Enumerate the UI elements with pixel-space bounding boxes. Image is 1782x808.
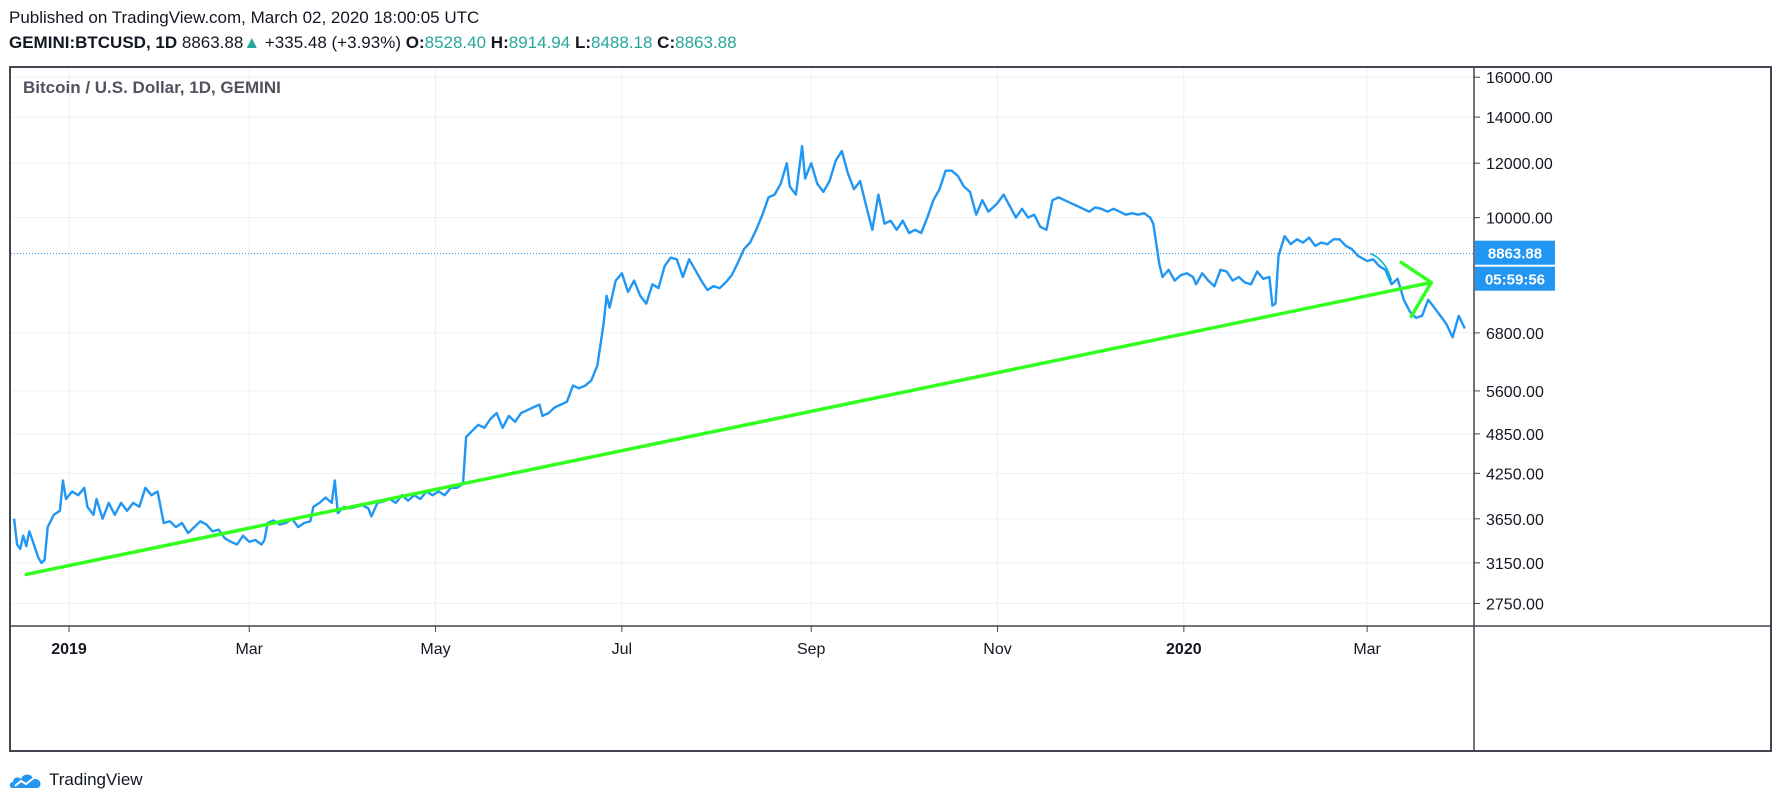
trend-arrowhead	[1399, 260, 1433, 319]
price-series	[11, 145, 1474, 565]
axes	[11, 68, 1770, 750]
low-value: 8488.18	[590, 33, 653, 52]
last-price-badge-label: 8863.88	[1488, 246, 1542, 263]
ohlc-header: GEMINI:BTCUSD, 1D 8863.88▲ +335.48 (+3.9…	[9, 33, 737, 53]
y-tick-label: 16000.00	[1486, 70, 1553, 87]
x-tick-label: Nov	[983, 641, 1011, 658]
projection-curve	[1369, 252, 1393, 281]
price-line	[12, 145, 1466, 565]
countdown-badge	[1475, 266, 1555, 291]
tradingview-brand[interactable]: TradingView	[9, 770, 143, 790]
close-value: 8863.88	[675, 33, 737, 52]
x-tick-label: Mar	[1353, 641, 1381, 658]
published-caption: Published on TradingView.com, March 02, …	[9, 8, 480, 27]
x-tick-label: Jul	[612, 641, 632, 658]
last-price: 8863.88	[181, 33, 244, 52]
open-value: 8528.40	[424, 33, 487, 52]
x-axis-labels: 2019 Mar May Jul Sep Nov 2020 Mar	[51, 641, 1381, 658]
y-tick-label: 5600.00	[1486, 384, 1544, 401]
x-tick-label: May	[420, 641, 450, 658]
close-label: C:	[657, 33, 676, 52]
y-tick-label: 3150.00	[1486, 556, 1544, 573]
price-chart[interactable]: 16000.00 14000.00 12000.00 10000.00 6800.00 5…	[11, 68, 1770, 750]
x-tick-label: Sep	[797, 641, 826, 658]
up-triangle-icon: ▲	[243, 33, 261, 52]
y-tick-label: 4250.00	[1486, 466, 1544, 483]
x-tick-label: 2020	[1166, 641, 1202, 658]
symbol-label[interactable]: GEMINI:BTCUSD, 1D	[9, 33, 178, 52]
y-axis-labels: 16000.00 14000.00 12000.00 10000.00 6800.00 5…	[1486, 70, 1553, 613]
price-badges: 8863.88 05:59:56	[1475, 240, 1555, 291]
grid-lines	[11, 68, 1474, 626]
y-tick-label: 4850.00	[1486, 427, 1544, 444]
y-tick-label: 14000.00	[1486, 110, 1553, 127]
last-price-badge	[1475, 240, 1555, 265]
low-label: L:	[574, 33, 591, 52]
chart-title: Bitcoin / U.S. Dollar, 1D, GEMINI	[23, 78, 281, 97]
drawings[interactable]	[24, 252, 1433, 577]
chart-frame[interactable]: 16000.00 14000.00 12000.00 10000.00 6800.00 5…	[9, 66, 1772, 752]
y-tick-label: 10000.00	[1486, 211, 1553, 228]
price-change: +335.48 (+3.93%)	[264, 33, 401, 52]
tradingview-cloud-icon	[9, 774, 41, 788]
high-label: H:	[490, 33, 509, 52]
x-tick-label: Mar	[235, 641, 263, 658]
open-label: O:	[405, 33, 425, 52]
y-tick-label: 2750.00	[1486, 596, 1544, 613]
countdown-badge-label: 05:59:56	[1485, 272, 1545, 289]
high-value: 8914.94	[508, 33, 571, 52]
y-tick-label: 12000.00	[1486, 156, 1553, 173]
y-tick-label: 6800.00	[1486, 326, 1544, 343]
trend-line	[24, 280, 1433, 577]
brand-name: TradingView	[49, 770, 143, 789]
y-tick-label: 3650.00	[1486, 512, 1544, 529]
x-tick-label: 2019	[51, 641, 87, 658]
